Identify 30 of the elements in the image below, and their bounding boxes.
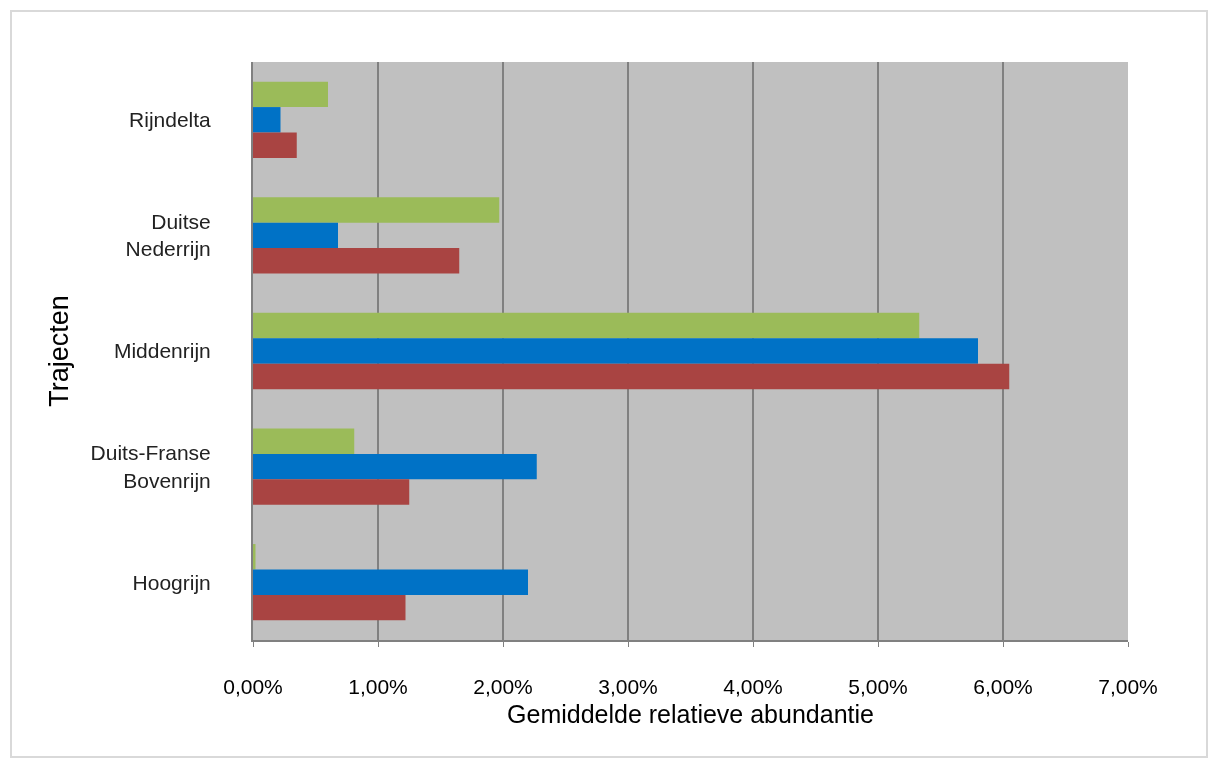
- bar: [253, 197, 500, 223]
- bar: [253, 363, 1010, 390]
- bar: [253, 312, 920, 339]
- y-tick-label: Duits-Franse Bovenrijn: [90, 441, 211, 492]
- x-tick-label: 6,00%: [973, 675, 1033, 699]
- bar: [253, 338, 978, 364]
- y-axis-title: Trajecten: [44, 295, 75, 407]
- bar: [253, 544, 256, 570]
- bar: [253, 81, 328, 108]
- y-tick-label: Middenrijn: [113, 339, 211, 363]
- bar: [253, 107, 281, 133]
- x-tick-label: 2,00%: [473, 675, 533, 699]
- x-tick-label: 0,00%: [223, 675, 283, 699]
- x-axis-title: Gemiddelde relatieve abundantie: [507, 699, 874, 728]
- bar: [253, 428, 355, 454]
- bar: [253, 248, 460, 274]
- bar: [253, 132, 297, 158]
- x-tick-label: 5,00%: [848, 675, 908, 699]
- bar: [253, 453, 537, 480]
- bar: [253, 222, 338, 249]
- x-tick-label: 4,00%: [723, 675, 783, 699]
- x-tick-label: 3,00%: [598, 675, 658, 699]
- y-tick-label: Duitse Nederrijn: [125, 210, 211, 261]
- x-tick-label: 7,00%: [1098, 675, 1158, 699]
- bar: [253, 569, 528, 595]
- y-tick-label: Hoogrijn: [132, 570, 211, 594]
- y-tick-label: Rijndelta: [129, 108, 212, 132]
- x-tick-label: 1,00%: [348, 675, 408, 699]
- bar: [253, 479, 410, 505]
- bar: [253, 594, 406, 621]
